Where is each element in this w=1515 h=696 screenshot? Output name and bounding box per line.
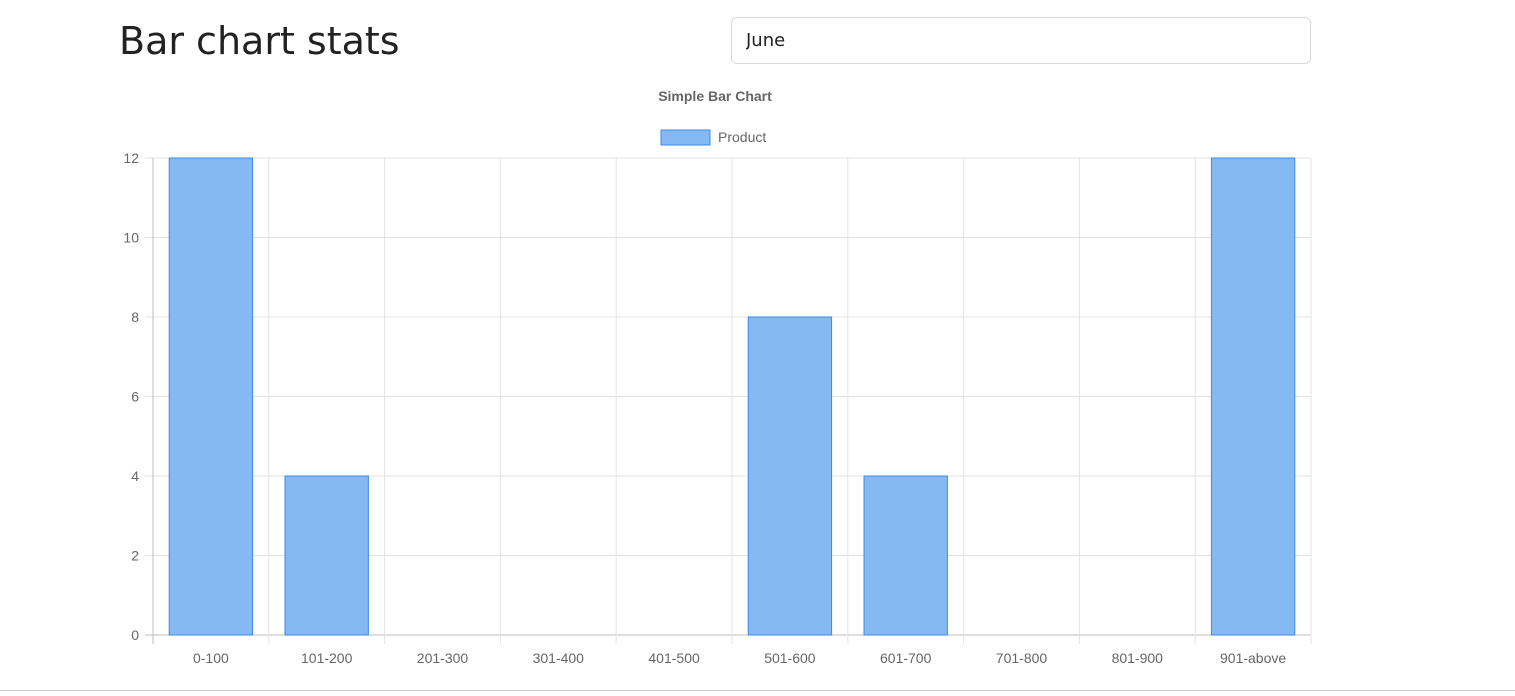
x-tick-label: 401-500: [648, 650, 700, 666]
legend-swatch: [660, 129, 711, 146]
y-tick-label: 6: [131, 389, 139, 405]
page-title: Bar chart stats: [119, 19, 400, 63]
x-tick-label: 701-800: [996, 650, 1048, 666]
bars: [168, 157, 1296, 636]
x-tick-label: 601-700: [880, 650, 932, 666]
y-tick-label: 0: [131, 627, 139, 643]
y-tick-label: 2: [131, 548, 139, 564]
y-tick-label: 4: [131, 468, 139, 484]
legend-label: Product: [718, 129, 766, 145]
x-tick-label: 501-600: [764, 650, 816, 666]
legend[interactable]: Product: [660, 129, 766, 146]
bar[interactable]: [168, 157, 254, 636]
x-tick-label: 101-200: [301, 650, 353, 666]
bar[interactable]: [1210, 157, 1296, 636]
bar[interactable]: [284, 475, 369, 636]
x-tick-label: 801-900: [1112, 650, 1164, 666]
x-axis: 0-100 101-200 201-300 301-400 401-500 501-600…: [193, 650, 1286, 666]
y-tick-label: 10: [123, 230, 139, 246]
y-tick-label: 8: [131, 309, 139, 325]
y-tick-label: 12: [123, 150, 139, 166]
chart-title: Simple Bar Chart: [658, 88, 772, 104]
month-input[interactable]: [731, 17, 1311, 64]
x-tick-label: 901-above: [1220, 650, 1286, 666]
bottom-divider: [0, 690, 1515, 691]
bar[interactable]: [747, 316, 833, 636]
x-tick-label: 0-100: [193, 650, 229, 666]
bar[interactable]: [863, 475, 948, 636]
x-tick-label: 301-400: [533, 650, 585, 666]
y-axis: 0 2 4 6 8 10 12: [123, 150, 139, 643]
x-tick-label: 201-300: [417, 650, 469, 666]
